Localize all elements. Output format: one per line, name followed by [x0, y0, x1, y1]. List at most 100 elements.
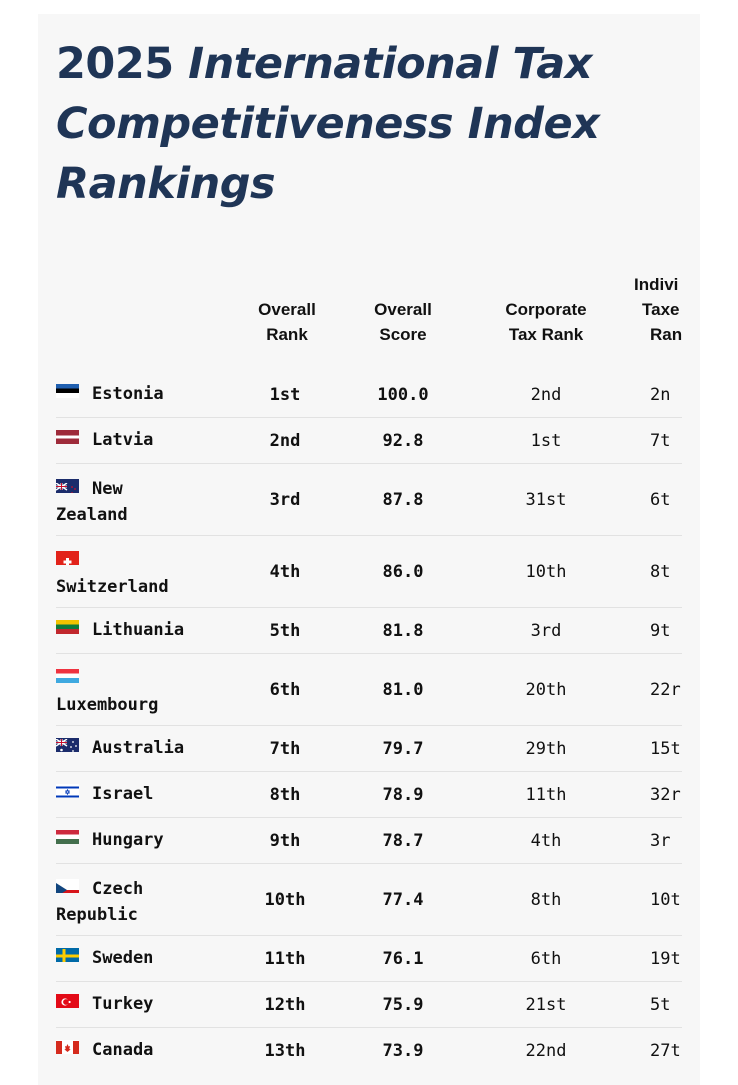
corporate-rank-cell: 3rd [530, 620, 562, 641]
individual-rank-cell: 3r [650, 830, 671, 851]
new-zealand-flag-icon [56, 479, 79, 493]
australia-flag-icon [56, 738, 79, 752]
table-row: New Zealand 3rd 87.8 31st 6t [56, 464, 682, 536]
corporate-rank-cell: 6th [530, 948, 562, 969]
overall-score-cell: 86.0 [382, 561, 424, 582]
title-line1: International Tax [188, 39, 592, 89]
individual-rank-cell: 2n [650, 384, 671, 405]
table-row: Sweden 11th 76.1 6th 19t [56, 936, 682, 982]
corporate-rank-cell: 10th [525, 561, 567, 582]
country-cell: Turkey [56, 982, 226, 1027]
country-cell: Latvia [56, 418, 226, 463]
country-cell: Czech Republic [56, 879, 144, 925]
title-year: 2025 [56, 39, 189, 89]
country-cell: Switzerland [56, 536, 226, 607]
overall-score-cell: 78.9 [382, 784, 424, 805]
czech-republic-flag-icon [56, 879, 79, 893]
col-header-corporate-tax-rank[interactable]: Corporate Tax Rank [505, 300, 587, 344]
country-cell: Sweden [56, 936, 226, 981]
overall-score-cell: 81.0 [382, 679, 424, 700]
overall-rank-cell: 2nd [269, 430, 301, 451]
corporate-rank-cell: 2nd [530, 384, 562, 405]
individual-rank-cell: 6t [650, 489, 671, 510]
israel-flag-icon [56, 784, 79, 798]
country-cell: Lithuania [56, 608, 226, 653]
individual-rank-cell: 19t [650, 948, 681, 969]
corporate-rank-cell: 1st [530, 430, 562, 451]
col-header-overall-score[interactable]: Overall Score [374, 300, 432, 344]
country-cell: Hungary [56, 818, 226, 863]
luxembourg-flag-icon [56, 669, 79, 683]
overall-score-cell: 79.7 [382, 738, 424, 759]
overall-rank-cell: 12th [264, 994, 306, 1015]
country-cell: Israel [56, 772, 226, 817]
table-row: Canada 13th 73.9 22nd 27t [56, 1028, 682, 1073]
overall-score-cell: 73.9 [382, 1040, 424, 1061]
corporate-rank-cell: 21st [525, 994, 567, 1015]
overall-rank-cell: 5th [269, 620, 301, 641]
individual-rank-cell: 7t [650, 430, 671, 451]
country-cell: Australia [56, 726, 226, 771]
table-row: Hungary 9th 78.7 4th 3r [56, 818, 682, 864]
corporate-rank-cell: 29th [525, 738, 567, 759]
table-row: Lithuania 5th 81.8 3rd 9t [56, 608, 682, 654]
overall-score-cell: 92.8 [382, 430, 424, 451]
title-line3: Rankings [56, 159, 276, 209]
sweden-flag-icon [56, 948, 79, 962]
overall-score-cell: 77.4 [382, 889, 424, 910]
overall-rank-cell: 6th [269, 679, 301, 700]
overall-score-cell: 75.9 [382, 994, 424, 1015]
overall-score-cell: 87.8 [382, 489, 424, 510]
rankings-card: 2025 International Tax Competitiveness In… [38, 14, 700, 1085]
col-header-overall-rank[interactable]: Overall Rank [258, 300, 316, 344]
individual-rank-cell: 32r [650, 784, 681, 805]
title-line2: Competitiveness Index [56, 99, 600, 149]
country-cell: Luxembourg [56, 654, 226, 725]
corporate-rank-cell: 31st [525, 489, 567, 510]
country-cell: Canada [56, 1028, 226, 1073]
overall-rank-cell: 10th [264, 889, 306, 910]
individual-rank-cell: 27t [650, 1040, 681, 1061]
table-body: Estonia 1st 100.0 2nd 2n Latvia 2nd 92.8… [56, 372, 682, 1073]
overall-rank-cell: 11th [264, 948, 306, 969]
overall-rank-cell: 1st [269, 384, 301, 405]
page-title: 2025 International Tax Competitiveness In… [56, 34, 656, 214]
table-row: Israel 8th 78.9 11th 32r [56, 772, 682, 818]
corporate-rank-cell: 20th [525, 679, 567, 700]
country-cell: Estonia [56, 372, 226, 417]
overall-score-cell: 100.0 [377, 384, 429, 405]
individual-rank-cell: 9t [650, 620, 671, 641]
corporate-rank-cell: 4th [530, 830, 562, 851]
table-row: Australia 7th 79.7 29th 15t [56, 726, 682, 772]
table-row: Luxembourg 6th 81.0 20th 22r [56, 654, 682, 726]
table-row: Czech Republic 10th 77.4 8th 10t [56, 864, 682, 936]
individual-rank-cell: 15t [650, 738, 681, 759]
table-row: Turkey 12th 75.9 21st 5t [56, 982, 682, 1028]
overall-score-cell: 81.8 [382, 620, 424, 641]
individual-rank-cell: 22r [650, 679, 681, 700]
individual-rank-cell: 8t [650, 561, 671, 582]
lithuania-flag-icon [56, 620, 79, 634]
country-cell: New Zealand [56, 479, 128, 525]
table-row: Latvia 2nd 92.8 1st 7t [56, 418, 682, 464]
latvia-flag-icon [56, 430, 79, 444]
canada-flag-icon [56, 1040, 79, 1054]
estonia-flag-icon [56, 384, 79, 398]
switzerland-flag-icon [56, 551, 79, 565]
overall-rank-cell: 13th [264, 1040, 306, 1061]
overall-rank-cell: 8th [269, 784, 301, 805]
overall-score-cell: 76.1 [382, 948, 424, 969]
corporate-rank-cell: 22nd [525, 1040, 567, 1061]
table-row: Switzerland 4th 86.0 10th 8t [56, 536, 682, 608]
overall-rank-cell: 9th [269, 830, 301, 851]
overall-rank-cell: 4th [269, 561, 301, 582]
individual-rank-cell: 5t [650, 994, 671, 1015]
overall-score-cell: 78.7 [382, 830, 424, 851]
individual-rank-cell: 10t [650, 889, 681, 910]
table-row: Estonia 1st 100.0 2nd 2n [56, 372, 682, 418]
turkey-flag-icon [56, 994, 79, 1008]
overall-rank-cell: 7th [269, 738, 301, 759]
col-header-individual-taxes-rank[interactable]: Indivi Taxe Ran [634, 275, 683, 344]
corporate-rank-cell: 11th [525, 784, 567, 805]
hungary-flag-icon [56, 830, 79, 844]
